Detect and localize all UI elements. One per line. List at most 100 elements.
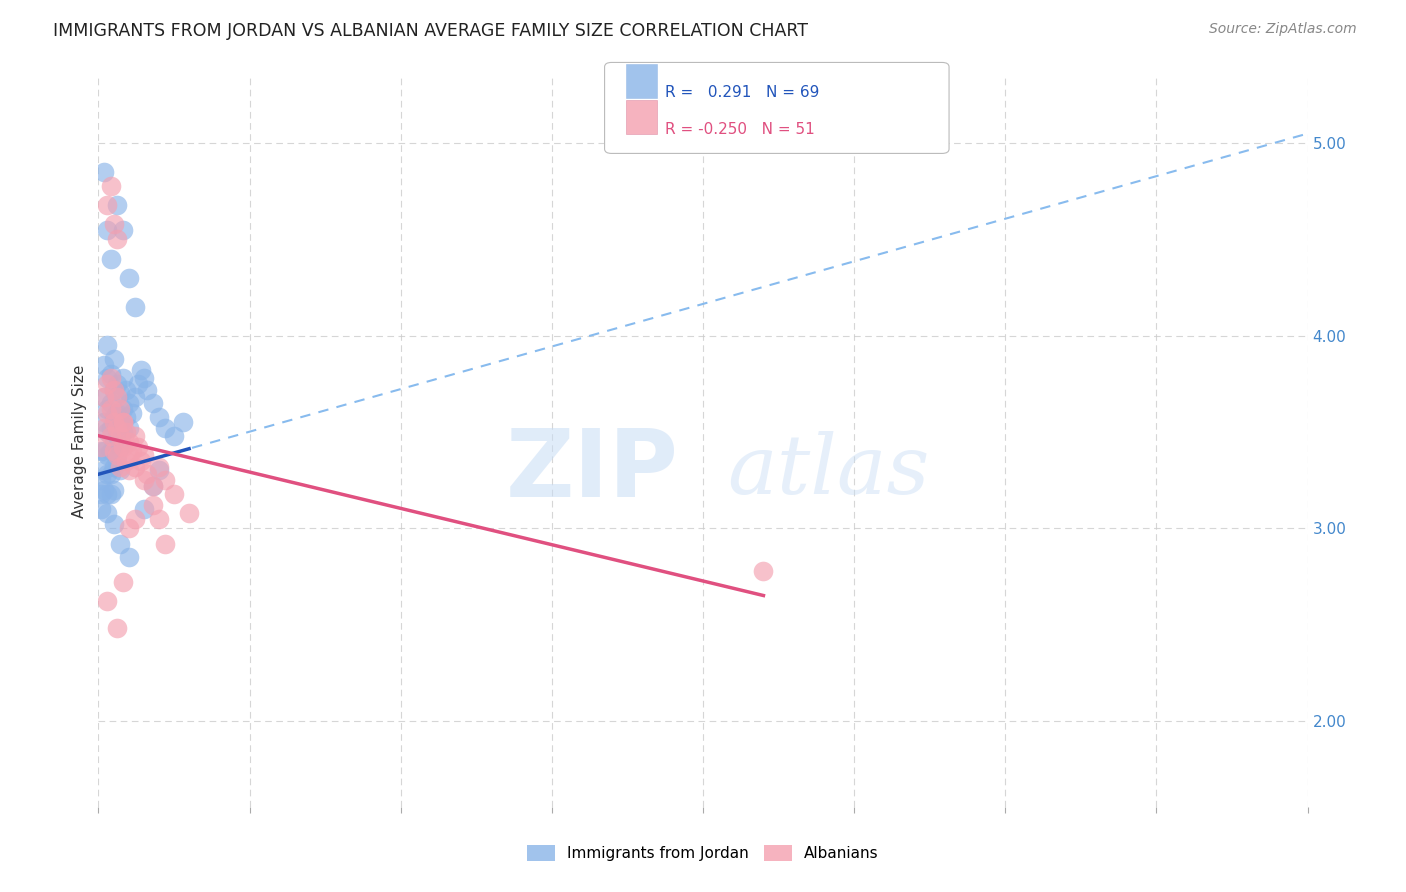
Point [108, 401, 131, 416]
Point [96, 371, 118, 385]
Point [108, 386, 131, 401]
Point [100, 444, 122, 458]
Point [93, 390, 115, 404]
Legend: Immigrants from Jordan, Albanians: Immigrants from Jordan, Albanians [520, 838, 886, 869]
Text: R = -0.250   N = 51: R = -0.250 N = 51 [665, 122, 815, 136]
Point [118, 434, 141, 449]
Point [114, 425, 136, 439]
Point [100, 486, 122, 500]
Point [93, 358, 115, 372]
Point [129, 363, 152, 377]
Point [103, 434, 125, 449]
Point [111, 371, 134, 385]
Point [96, 376, 118, 391]
Point [111, 415, 134, 429]
Point [100, 252, 122, 266]
Point [124, 459, 146, 474]
Y-axis label: Average Family Size: Average Family Size [72, 365, 87, 518]
Point [111, 575, 134, 590]
Point [121, 406, 143, 420]
Point [96, 467, 118, 482]
Point [153, 536, 176, 550]
Point [163, 486, 186, 500]
Point [148, 459, 170, 474]
Point [96, 198, 118, 212]
Point [103, 517, 125, 532]
Point [105, 232, 128, 246]
Point [96, 486, 118, 500]
Point [118, 549, 141, 564]
Point [90, 444, 112, 458]
Point [135, 383, 157, 397]
Point [93, 390, 115, 404]
Point [100, 367, 122, 381]
Point [153, 473, 176, 487]
Point [93, 421, 115, 435]
Point [129, 454, 152, 468]
Point [118, 396, 141, 410]
Point [142, 498, 165, 512]
Point [103, 217, 125, 231]
Point [111, 425, 134, 439]
Point [96, 506, 118, 520]
Text: atlas: atlas [727, 431, 929, 511]
Point [108, 459, 131, 474]
Point [90, 486, 112, 500]
Point [96, 223, 118, 237]
Text: Source: ZipAtlas.com: Source: ZipAtlas.com [1209, 22, 1357, 37]
Point [105, 621, 128, 635]
Point [103, 383, 125, 397]
Point [100, 178, 122, 193]
Point [108, 415, 131, 429]
Text: ZIP: ZIP [506, 425, 679, 516]
Point [114, 383, 136, 397]
Point [105, 376, 128, 391]
Point [148, 511, 170, 525]
Point [100, 371, 122, 385]
Point [148, 463, 170, 477]
Point [179, 506, 201, 520]
Text: R =   0.291   N = 69: R = 0.291 N = 69 [665, 85, 820, 100]
Point [142, 479, 165, 493]
Point [121, 444, 143, 458]
Point [90, 440, 112, 454]
Point [103, 444, 125, 458]
Point [752, 564, 775, 578]
Point [118, 448, 141, 462]
Point [100, 467, 122, 482]
Point [90, 473, 112, 487]
Point [111, 415, 134, 429]
Point [118, 521, 141, 535]
Point [127, 440, 149, 454]
Point [93, 415, 115, 429]
Point [111, 223, 134, 237]
Point [103, 415, 125, 429]
Point [96, 594, 118, 608]
Point [124, 429, 146, 443]
Point [96, 401, 118, 416]
Point [96, 425, 118, 439]
Point [96, 406, 118, 420]
Point [103, 459, 125, 474]
Point [108, 440, 131, 454]
Point [111, 440, 134, 454]
Point [163, 429, 186, 443]
Point [93, 444, 115, 458]
Point [100, 401, 122, 416]
Point [148, 409, 170, 424]
Point [124, 300, 146, 314]
Point [108, 429, 131, 443]
Point [96, 448, 118, 462]
Point [118, 271, 141, 285]
Point [105, 406, 128, 420]
Point [105, 429, 128, 443]
Point [108, 463, 131, 477]
Point [132, 448, 155, 462]
Point [103, 351, 125, 366]
Point [114, 409, 136, 424]
Point [142, 396, 165, 410]
Point [127, 376, 149, 391]
Point [142, 479, 165, 493]
Point [135, 467, 157, 482]
Point [103, 483, 125, 497]
